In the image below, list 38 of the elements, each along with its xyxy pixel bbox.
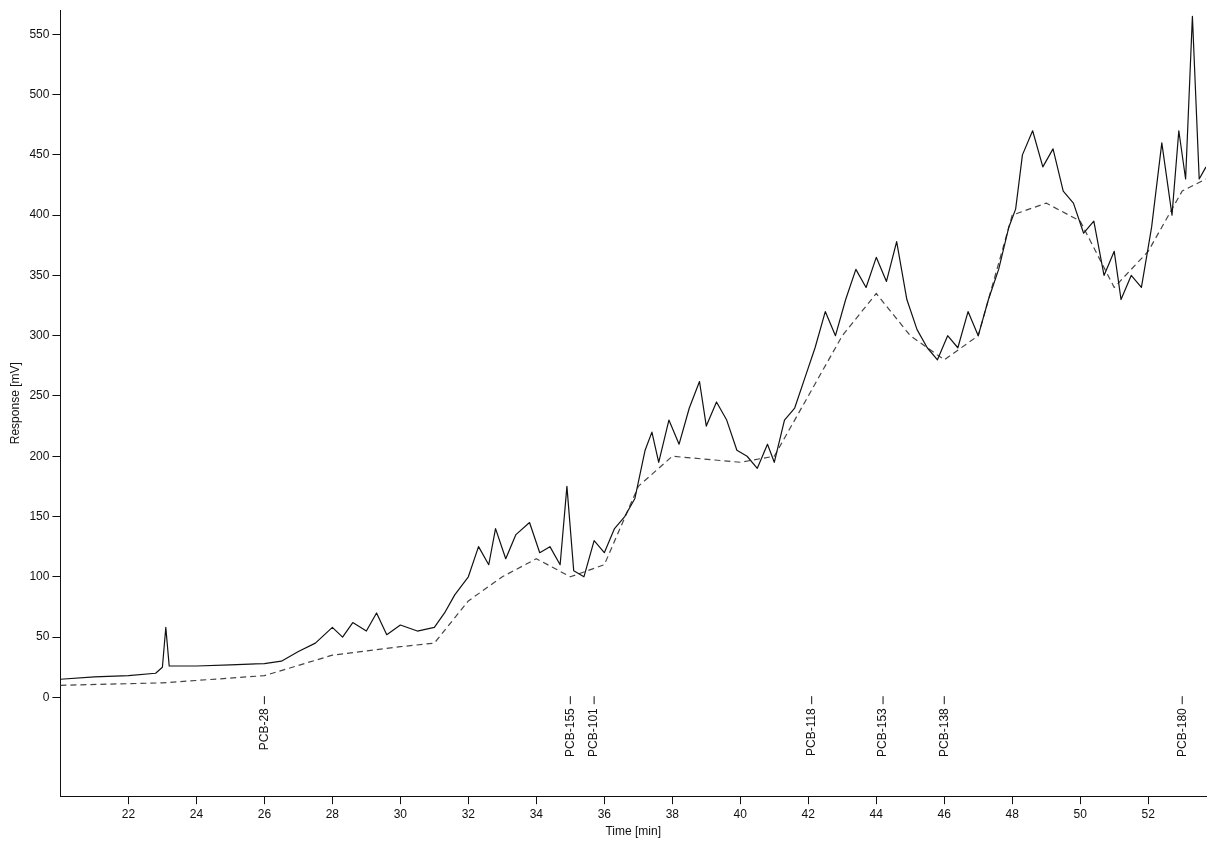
x-tick-label: 50: [1073, 806, 1088, 821]
y-tick-label: 450: [29, 147, 50, 162]
y-tick-label: 350: [29, 267, 50, 282]
x-tick-label: 32: [461, 806, 476, 821]
y-tick-label: 0: [42, 689, 50, 704]
y-tick-label: 500: [29, 86, 50, 101]
ref-line-label: PCB-101: [586, 707, 601, 757]
ref-line-label: PCB-180: [1174, 707, 1189, 757]
x-tick-label: 22: [121, 806, 136, 821]
x-tick-label: 26: [257, 806, 272, 821]
x-tick-label: 28: [325, 806, 340, 821]
y-tick-label: 550: [29, 26, 50, 41]
x-axis-title: Time [min]: [605, 824, 661, 839]
x-tick-label: 52: [1141, 806, 1156, 821]
x-tick-label: 42: [801, 806, 816, 821]
ref-line-label: PCB-155: [562, 707, 577, 757]
x-tick-label: 24: [189, 806, 204, 821]
y-axis-title: Response [mV]: [7, 362, 22, 445]
ref-line-label: PCB-138: [936, 707, 951, 757]
y-tick-label: 200: [29, 448, 50, 463]
ref-line-label: PCB-118: [803, 707, 818, 757]
x-tick-label: 38: [665, 806, 680, 821]
x-tick-label: 44: [869, 806, 884, 821]
x-tick-label: 46: [937, 806, 952, 821]
y-tick-label: 250: [29, 388, 50, 403]
y-tick-label: 300: [29, 328, 50, 342]
ref-line-label: PCB-153: [875, 707, 890, 757]
line-series: [60, 178, 1206, 686]
x-tick-label: 36: [597, 806, 612, 821]
y-tick-label: 150: [29, 508, 50, 523]
x-tick-label: 40: [733, 806, 748, 821]
x-tick-label: 30: [393, 806, 408, 821]
y-tick-label: 400: [29, 207, 50, 222]
y-tick-label: 50: [36, 629, 50, 644]
y-tick-label: 100: [29, 569, 50, 584]
ref-line-label: PCB-28: [256, 707, 271, 751]
x-tick-label: 34: [529, 806, 544, 821]
x-tick-label: 48: [1005, 806, 1020, 821]
